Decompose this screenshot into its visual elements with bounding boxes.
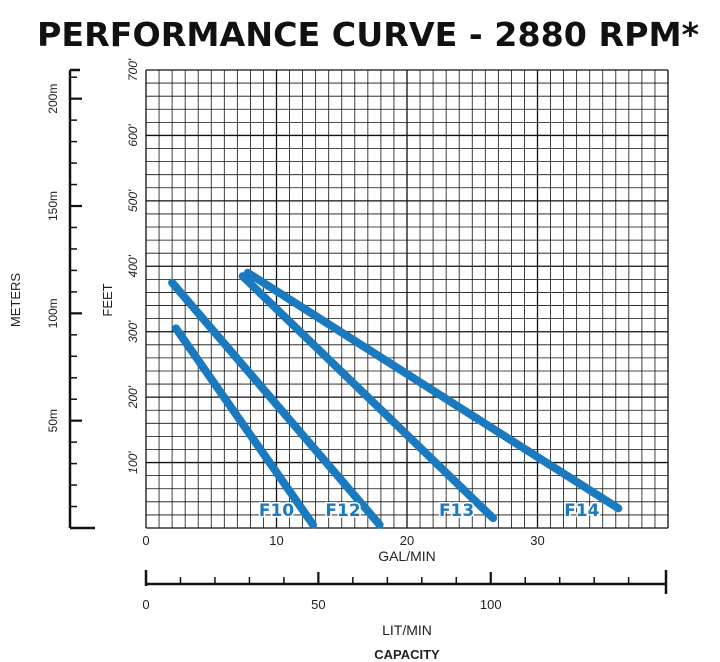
y-axis-feet-ticks: 100' 200' 300' 400' 500' 600' 700' xyxy=(126,58,140,474)
x-axis-gpm-ticks: 0 10 20 30 xyxy=(142,533,544,548)
y-tick-label: 500' xyxy=(126,189,140,212)
chart-grid xyxy=(145,69,669,529)
lpm-tick-label: 0 xyxy=(142,597,149,612)
series-label-f13: F13 xyxy=(439,501,474,521)
lit-per-min-axis: 0 50 100 xyxy=(142,570,668,612)
series-labels: F10 F12 F13 F14 xyxy=(257,500,601,523)
series-line-f14 xyxy=(243,268,623,513)
y-tick-label: 200' xyxy=(126,385,140,409)
x-tick-label: 10 xyxy=(269,533,283,548)
meters-tick-label: 50m xyxy=(46,409,60,432)
y-tick-label: 300' xyxy=(126,320,140,343)
meters-tick-label: 200m xyxy=(46,84,60,114)
y-tick-label: 100' xyxy=(126,451,140,474)
y-axis-label-feet: FEET xyxy=(100,283,115,316)
x-axis-label-gpm: GAL/MIN xyxy=(378,548,436,564)
capacity-label: CAPACITY xyxy=(374,647,440,662)
meters-tick-label: 150m xyxy=(46,191,60,221)
x-tick-label: 30 xyxy=(530,533,544,548)
series-line-f10 xyxy=(172,324,318,529)
y-tick-label: 400' xyxy=(126,254,140,277)
x-tick-label: 20 xyxy=(400,533,414,548)
series-lines xyxy=(168,268,623,529)
meters-tick-label: 100m xyxy=(46,298,60,328)
series-label-f14: F14 xyxy=(564,501,599,521)
y-tick-label: 600' xyxy=(126,124,140,147)
lpm-tick-label: 50 xyxy=(311,597,325,612)
x-tick-label: 0 xyxy=(142,533,149,548)
series-label-f10: F10 xyxy=(259,501,294,521)
meters-axis: 50m 100m 150m 200m xyxy=(46,68,95,530)
x-axis-label-lpm: LIT/MIN xyxy=(382,622,432,638)
lpm-tick-label: 100 xyxy=(480,597,502,612)
y-axis-label-meters: METERS xyxy=(8,273,23,328)
y-tick-label: 700' xyxy=(126,58,140,81)
chart-title: PERFORMANCE CURVE - 2880 RPM* xyxy=(37,15,699,54)
series-label-f12: F12 xyxy=(325,501,360,521)
series-line-f12 xyxy=(168,278,384,529)
series-line-f13 xyxy=(238,272,498,523)
